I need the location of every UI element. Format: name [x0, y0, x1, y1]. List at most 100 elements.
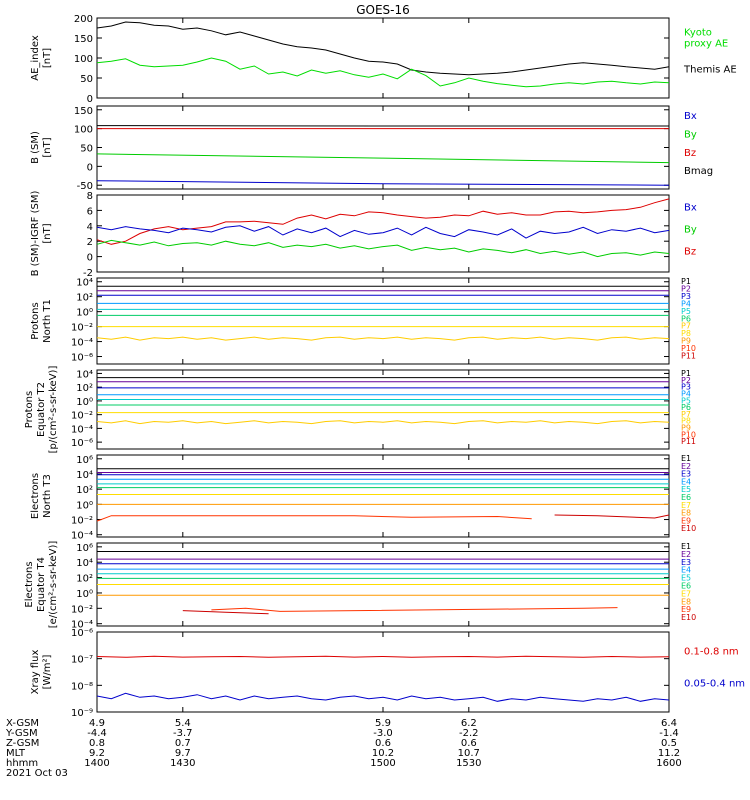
x-row-value: -2.2 — [459, 728, 479, 739]
legend-label: By — [684, 224, 697, 235]
legend-label: P8 — [681, 417, 691, 426]
x-row-value: 0.7 — [175, 738, 191, 749]
legend-label: P9 — [681, 337, 691, 346]
y-tick-label: 10⁻⁶ — [71, 628, 93, 639]
y-tick-label: 10⁻⁹ — [71, 708, 93, 719]
legend-label: E4 — [681, 477, 691, 486]
legend-label: E7 — [681, 501, 691, 510]
panel-7: 10⁶ 10⁴ 10² 10⁰ 10⁻² 10⁻⁴ Electrons Equator T4[… — [24, 541, 696, 631]
x-row-label: MLT — [6, 748, 26, 759]
legend-label: E4 — [681, 566, 691, 575]
series-line-by — [96, 239, 670, 258]
y-axis-label: [W/m²] — [42, 654, 53, 689]
y-tick-label: 0 — [87, 253, 93, 264]
series-line-bx — [96, 225, 670, 239]
x-row-value: 1430 — [170, 758, 195, 769]
y-tick-label: -2 — [83, 268, 93, 279]
legend-label: P1 — [681, 369, 691, 378]
legend-label: P10 — [681, 344, 696, 353]
panel-frame — [96, 631, 670, 713]
y-tick-label: 10⁴ — [76, 470, 93, 481]
legend-label: E8 — [681, 509, 691, 518]
y-tick-label: 2 — [87, 237, 93, 248]
x-row-value: 1500 — [370, 758, 395, 769]
legend-label: E7 — [681, 589, 691, 598]
y-tick-label: -50 — [77, 181, 93, 192]
x-row-value: 10.2 — [372, 748, 394, 759]
y-axis-label: B (SM)-IGRF (SM) — [30, 191, 41, 277]
x-row-value: 0.6 — [461, 738, 477, 749]
panel-frame — [96, 454, 670, 538]
x-row-value: -3.7 — [173, 728, 193, 739]
y-axis-label: B (SM) — [30, 131, 41, 164]
legend-label: E10 — [681, 524, 696, 533]
legend-label: P10 — [681, 430, 696, 439]
y-tick-label: 100 — [74, 125, 93, 136]
legend-label: P4 — [681, 299, 691, 308]
x-row-label: Y-GSM — [5, 728, 38, 739]
x-row-value: 1600 — [656, 758, 681, 769]
y-axis-label: North T1 — [42, 299, 53, 343]
y-tick-label: 10⁰ — [76, 500, 93, 511]
x-row-value: 5.9 — [375, 718, 391, 729]
legend-label: P9 — [681, 424, 691, 433]
x-row-value: 0.5 — [661, 738, 677, 749]
x-row-value: 1530 — [456, 758, 481, 769]
y-tick-label: 10⁰ — [76, 397, 93, 408]
panel-frame — [96, 17, 670, 99]
x-row-value: 6.2 — [461, 718, 477, 729]
x-row-value: 11.2 — [658, 748, 680, 759]
y-tick-label: 10⁻⁴ — [71, 424, 93, 435]
series-line-bz — [96, 198, 670, 245]
legend-label: E5 — [681, 485, 691, 494]
x-row-value: 10.7 — [458, 748, 480, 759]
legend-label: E5 — [681, 574, 691, 583]
legend-label: Bz — [684, 246, 696, 257]
y-axis-label: Equator T2 — [36, 382, 47, 437]
y-tick-label: 50 — [80, 74, 93, 85]
chart-title: GOES-16 — [356, 3, 410, 17]
y-axis-label: [nT] — [42, 137, 53, 157]
series-line-e9 — [96, 515, 532, 522]
y-tick-label: 10⁻⁷ — [71, 655, 93, 666]
legend-label: P7 — [681, 410, 691, 419]
legend-label: P4 — [681, 389, 691, 398]
x-row-value: 4.9 — [89, 718, 105, 729]
y-tick-label: 6 — [87, 206, 93, 217]
legend-label: P3 — [681, 292, 691, 301]
legend-label: E9 — [681, 605, 691, 614]
y-tick-label: 10² — [76, 485, 93, 496]
legend-label: E9 — [681, 516, 691, 525]
legend-label: Kyoto — [684, 27, 712, 38]
x-row-value: 1400 — [84, 758, 109, 769]
series-line-e10 — [182, 610, 269, 615]
y-axis-label: Electrons — [30, 473, 41, 519]
legend-label: E1 — [681, 454, 691, 463]
legend-label: Bz — [684, 148, 696, 159]
panel-8: 10⁻⁶ 10⁻⁷ 10⁻⁸ 10⁻⁹ Xray flux [W/m²] 0.1-0.8 n… — [30, 628, 745, 719]
legend-label: Themis AE — [683, 64, 737, 75]
legend-label: 0.05-0.4 nm — [684, 678, 745, 689]
x-row-label: Z-GSM — [6, 738, 39, 749]
series-line-bx — [96, 180, 670, 186]
x-row-value: -4.4 — [87, 728, 107, 739]
y-tick-label: 10² — [76, 574, 93, 585]
legend-label: E3 — [681, 470, 691, 479]
x-row-value: 9.2 — [89, 748, 105, 759]
panel-frame — [96, 194, 670, 273]
series-line-by — [96, 153, 670, 164]
legend-label: E2 — [681, 550, 691, 559]
legend-label: P11 — [681, 437, 696, 446]
legend-label: P6 — [681, 403, 691, 412]
legend-label: E2 — [681, 462, 691, 471]
y-tick-label: 10⁻² — [71, 516, 93, 527]
y-tick-label: 10⁴ — [76, 369, 93, 380]
y-tick-label: 10⁴ — [76, 278, 93, 289]
y-axis-label: [p/(cm²-s-sr-keV)] — [48, 366, 59, 454]
legend-label: P5 — [681, 396, 691, 405]
x-row-value: -3.0 — [373, 728, 393, 739]
